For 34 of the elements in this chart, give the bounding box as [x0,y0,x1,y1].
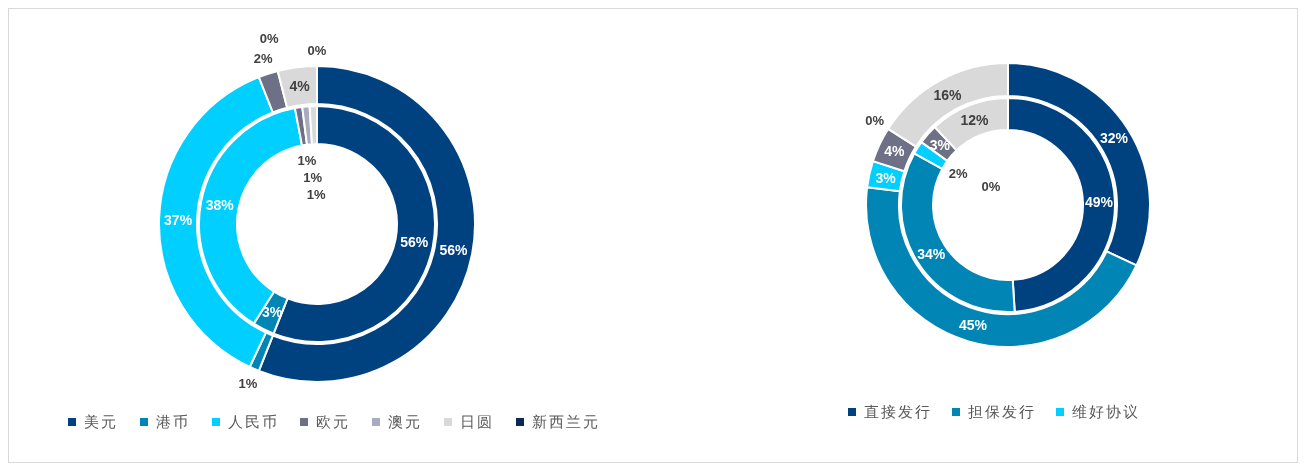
data-label: 38% [205,197,235,214]
data-label: 45% [958,317,988,334]
data-label: 1% [303,169,323,185]
text: 0% [865,112,884,128]
data-label: 37% [164,211,193,228]
legend-label: 人民币 [228,413,279,432]
data-label: 2% [948,165,969,181]
data-label: 49% [1084,194,1114,211]
data-label: 56% [439,241,469,258]
data-label: 34% [917,245,946,262]
data-label: 16% [933,86,963,103]
data-label: 32% [1099,129,1129,146]
legend-label: 担保发行 [968,403,1036,422]
data-label: 56% [400,234,429,251]
legend-label: 维好协议 [1072,403,1140,422]
data-label: 4% [884,143,906,160]
legend-label: 欧元 [316,413,350,432]
legend-label: 港币 [156,413,190,432]
legend-label: 澳元 [388,413,422,432]
text: 0% [307,42,327,58]
data-label: 1% [297,153,317,169]
data-label: 1% [306,186,326,202]
legend-label: 美元 [84,413,118,432]
data-label: 4% [289,78,311,94]
legend-label: 直接发行 [864,403,932,422]
text: 0% [259,30,279,46]
data-label: 3% [929,136,951,153]
data-label: 12% [960,112,990,129]
legend-label: 新西兰元 [532,413,600,432]
data-label: 2% [253,51,274,67]
data-label: 3% [875,169,897,186]
text: 0% [981,179,1001,195]
legend-label: 日圆 [460,413,494,432]
data-label: 1% [238,376,258,392]
